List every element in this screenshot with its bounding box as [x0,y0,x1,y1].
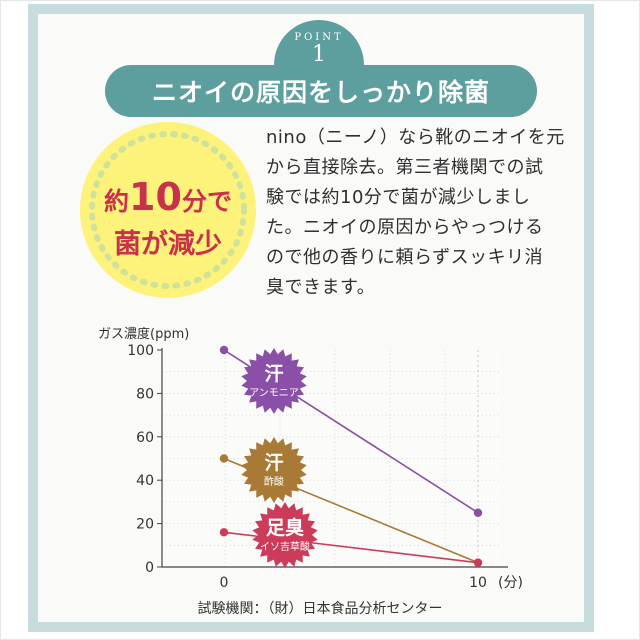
page-title: ニオイの原因をしっかり除菌 [151,78,490,107]
y-tick-label: 80 [136,386,154,402]
x-tick-label: 0 [220,575,229,591]
badge-suffix: 分で [181,187,232,216]
badge-dotted-ring [89,131,247,289]
series-label-name: 汗 [264,363,283,385]
x-axis-label: (分) [498,575,523,591]
x-tick-label: 10 [469,575,487,591]
series-point [219,454,229,463]
point-label: POINT [294,32,344,43]
title-banner: ニオイの原因をしっかり除菌 [105,65,537,117]
y-tick-label: 100 [127,343,154,359]
y-tick-label: 40 [136,473,154,489]
test-source: 試験機関：（財）日本食品分析センター [197,601,443,617]
badge-prefix: 約 [104,187,130,216]
series-label-name: 汗 [264,452,283,474]
series-label-badge [241,348,307,414]
y-tick-label: 0 [145,560,154,576]
time-badge: 約10分で 菌が減少 [80,122,256,298]
badge-line-2: 菌が減少 [114,229,222,260]
description-text: nino（ニーノ）なら靴のニオイを元 から直接除去。第三者機関での試 験では約1… [266,123,565,303]
series-label-badge [252,502,318,568]
description-line: ので他の香りに頼らずスッキリ消 [266,247,544,268]
description-line: から直接除去。第三者機関での試 [266,157,544,178]
description-line: nino（ニーノ）なら靴のニオイを元 [266,127,565,148]
series-point [473,508,483,517]
badge-line-1: 約10分で [80,178,256,219]
series-label-badge [241,437,307,503]
series-label-sub: イソ吉草酸 [260,540,310,553]
series-label-name: 足臭 [266,516,304,539]
badge-number: 10 [129,175,182,219]
series-label-sub: 酢酸 [264,475,284,488]
y-tick-label: 60 [136,430,154,446]
series-point [473,558,483,567]
description-line: 験では約10分で菌が減少しまし [266,187,531,208]
y-axis-label: ガス濃度(ppm) [98,326,189,342]
description-line: た。ニオイの原因からやっつける [266,217,544,238]
series-point [219,345,229,355]
point-number: 1 [312,42,326,67]
y-tick-label: 20 [136,517,154,533]
description-line: 臭できます。 [266,277,376,298]
series-point [219,528,229,537]
series-label-sub: アンモニア [249,388,299,399]
